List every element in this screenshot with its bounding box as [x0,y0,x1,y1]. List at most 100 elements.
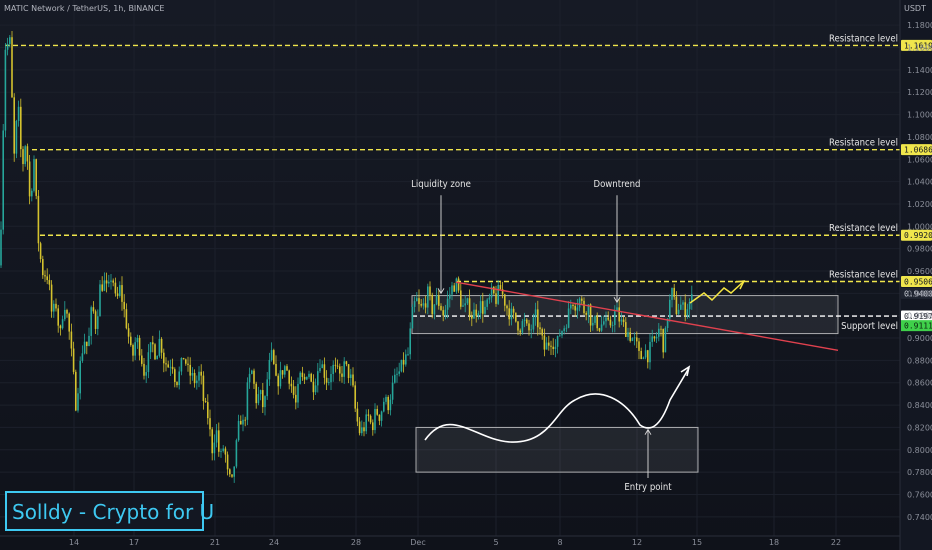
candle-body [431,294,433,315]
candle-body [471,316,473,319]
candle-body [99,284,101,317]
candle-body [198,371,200,381]
candle-body [411,306,414,329]
candle-body [31,190,33,197]
candle-body [13,97,15,154]
candle-body [605,317,607,322]
candle-body [460,290,462,307]
candle-body [506,305,508,309]
price-badge [901,287,932,299]
candle-body [114,282,117,294]
candle-body [603,321,605,325]
x-tick-label: 15 [692,538,702,547]
candle-body [427,286,429,308]
y-tick-label: 0.9400 [907,289,932,298]
resistance-label: Resistance level [829,270,898,281]
candle-body [356,408,359,422]
candle-body [444,309,447,316]
y-tick-label: 1.0600 [907,155,932,164]
candle-body [468,298,471,317]
candle-body [46,276,48,281]
candle-body [222,448,224,451]
candle-body [229,469,231,475]
candle-body [53,303,55,312]
annotation-label: Liquidity zone [411,179,471,190]
candle-body [224,448,227,455]
candle-body [123,301,125,310]
candle-body [57,308,59,326]
candle-body [196,380,198,384]
candle-body [218,430,220,452]
candle-body [121,285,123,302]
candle-body [2,130,4,230]
candle-body [620,319,623,322]
price-badge-text: 0.9400 [904,289,932,298]
candle-body [651,336,653,342]
candle-body [378,414,381,421]
candle-body [299,372,301,384]
candle-body [312,381,315,393]
candle-body [585,313,587,315]
candle-body [609,319,612,326]
candle-body [462,305,464,307]
candle-body [581,298,583,301]
candle-body [64,310,66,320]
candle-body [616,307,618,312]
candle-body [88,335,90,347]
candle-body [622,319,625,323]
candle-body [213,442,216,454]
candle-body [607,317,609,320]
chart-title: MATIC Network / TetherUS, 1h, BINANCE [4,4,164,13]
candle-body [530,329,532,331]
candle-body [167,364,169,368]
candle-body [264,396,266,408]
candle-body [554,346,557,350]
resistance-label: Resistance level [829,33,898,44]
candle-body [297,383,299,403]
y-tick-label: 0.7400 [907,513,932,522]
candle-body [636,337,638,342]
x-tick-label: 8 [557,538,562,547]
current-price-text: 0.9111 [904,322,932,331]
candle-body [185,359,187,364]
candle-body [512,308,515,313]
candle-body [464,303,466,306]
candle-body [6,43,9,50]
candle-body [244,419,246,421]
candle-body [574,306,576,311]
candle-body [561,331,563,336]
projection-zigzag-arrowhead [734,280,746,290]
candle-body [440,305,442,311]
candle-body [277,375,279,387]
candle-body [273,350,275,364]
candle-body [59,325,62,329]
candle-body [108,281,110,284]
candle-body [174,369,176,382]
candle-body [72,348,75,372]
candle-body [37,195,40,244]
candle-body [486,299,488,307]
candle-body [405,354,407,365]
candle-body [484,306,486,314]
candle-body [644,350,647,358]
candle-body [187,363,189,365]
candle-body [26,146,29,162]
candle-body [290,383,293,387]
candle-body [372,422,374,431]
candle-body [442,310,444,316]
candle-body [501,289,504,295]
candle-body [407,354,409,356]
candle-body [625,322,627,337]
candle-body [361,427,363,434]
candle-body [143,363,145,376]
candle-body [682,302,684,305]
candle-body [466,298,469,304]
candle-body [563,328,565,332]
candle-body [233,466,235,477]
candle-body [191,373,194,376]
candle-body [275,363,277,376]
candle-body [400,359,403,372]
candle-body [398,371,400,374]
